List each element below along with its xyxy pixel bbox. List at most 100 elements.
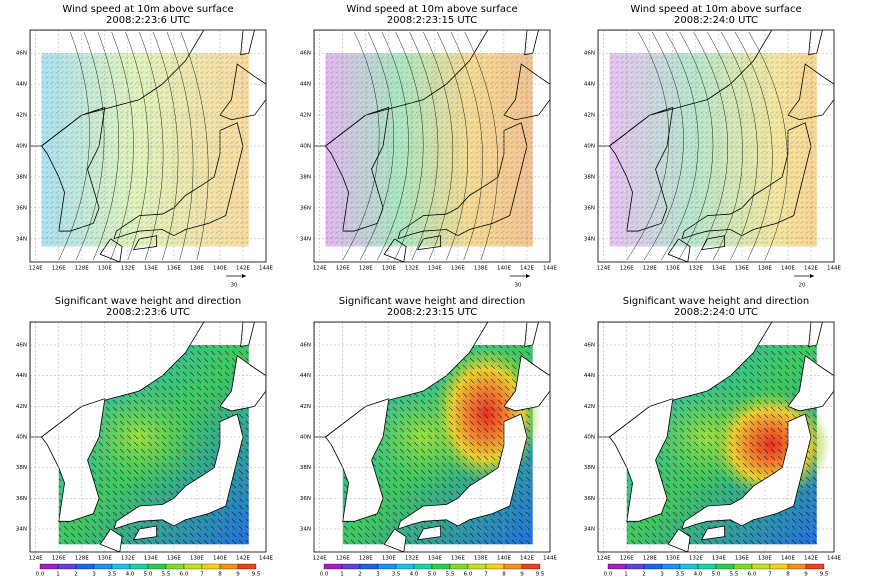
lon-tick-label: 130E: [666, 556, 680, 562]
lon-tick-label: 134E: [712, 556, 726, 562]
lon-tick-label: 138E: [474, 556, 488, 562]
field: [314, 322, 550, 552]
panel-title: Wind speed at 10m above surface: [346, 4, 517, 15]
lon-tick-label: 130E: [98, 556, 112, 562]
colorbar-segment: [805, 563, 825, 570]
lat-tick-label: 38N: [16, 174, 27, 180]
colorbar-label: 3: [376, 572, 380, 578]
panel-title: Significant wave height and direction: [339, 296, 525, 307]
colorbar-label: 6.0: [180, 572, 189, 578]
isobar: [166, 31, 194, 261]
lon-tick-label: 138E: [758, 266, 772, 272]
colorbar-label: 9.5: [820, 572, 829, 578]
lon-tick-label: 138E: [758, 556, 772, 562]
land: [397, 413, 528, 530]
coastline: [219, 63, 266, 121]
colorbar-label: 9: [520, 572, 524, 578]
lon-tick-label: 136E: [167, 266, 181, 272]
lat-tick-label: 38N: [584, 174, 595, 180]
panel-time: 2008:2:24:0 UTC: [674, 15, 758, 26]
land: [99, 528, 123, 552]
colorbar-label: 2: [358, 572, 362, 578]
isobar: [152, 31, 179, 261]
lon-tick-label: 140E: [213, 556, 227, 562]
lon-tick-label: 134E: [712, 266, 726, 272]
wave-panel: Significant wave height and direction200…: [300, 296, 558, 578]
colorbar-label: 6.0: [748, 572, 757, 578]
wind-panel: Wind speed at 10m above surface2008:2:23…: [300, 4, 558, 289]
lat-tick-label: 40N: [300, 144, 311, 150]
colorbar-label: 1: [340, 572, 344, 578]
colorbar-segment: [237, 563, 257, 570]
colorbar-label: 1: [56, 572, 60, 578]
lat-tick-label: 42N: [584, 404, 595, 410]
colorbar-label: 9: [236, 572, 240, 578]
isobar: [110, 31, 134, 261]
colorbar-segment: [467, 563, 487, 570]
map-frame: [29, 321, 267, 553]
colorbar-segment: [201, 563, 221, 570]
lon-tick-label: 124E: [313, 266, 327, 272]
panel-time: 2008:2:23:6 UTC: [106, 15, 190, 26]
lon-tick-label: 128E: [359, 556, 373, 562]
colorbar-segment: [413, 563, 433, 570]
panel-title: Significant wave height and direction: [623, 296, 809, 307]
lon-tick-label: 138E: [190, 266, 204, 272]
lat-tick-label: 42N: [16, 404, 27, 410]
colorbar-segment: [503, 563, 523, 570]
lon-tick-label: 140E: [497, 556, 511, 562]
lon-tick-label: 142E: [236, 266, 250, 272]
lon-tick-label: 136E: [167, 556, 181, 562]
lat-tick-label: 38N: [584, 465, 595, 471]
lat-tick-label: 34N: [584, 527, 595, 533]
colorbar-label: 2: [642, 572, 646, 578]
lat-tick-label: 40N: [584, 144, 595, 150]
colorbar-label: 4.0: [126, 572, 135, 578]
lon-tick-label: 144E: [827, 556, 841, 562]
lat-tick-label: 46N: [16, 51, 27, 57]
colorbar-segment: [219, 563, 239, 570]
lon-tick-label: 126E: [52, 266, 66, 272]
lon-tick-label: 128E: [75, 556, 89, 562]
land: [808, 322, 823, 348]
lon-tick-label: 124E: [29, 556, 43, 562]
lat-tick-label: 36N: [584, 205, 595, 211]
colorbar-label: 9.5: [252, 572, 261, 578]
map-frame: [29, 29, 267, 263]
lat-tick-label: 34N: [300, 236, 311, 242]
lat-tick-label: 44N: [300, 82, 311, 88]
colorbar-label: 6.0: [464, 572, 473, 578]
colorbar-segment: [697, 563, 717, 570]
lon-tick-label: 136E: [451, 556, 465, 562]
isobar: [58, 31, 90, 261]
lat-tick-label: 46N: [300, 51, 311, 57]
colorbar-segment: [39, 563, 59, 570]
colorbar-label: 0.0: [320, 572, 329, 578]
lon-tick-label: 132E: [689, 266, 703, 272]
colorbar-segment: [129, 563, 149, 570]
colorbar-label: 0.0: [604, 572, 613, 578]
lon-tick-label: 144E: [827, 266, 841, 272]
reference-label: 30: [515, 283, 522, 289]
isobar: [678, 31, 714, 261]
colorbar-segment: [377, 563, 397, 570]
colorbar-label: 9: [804, 572, 808, 578]
colorbar-segment: [359, 563, 379, 570]
land: [383, 528, 407, 552]
colorbar-segment: [147, 563, 167, 570]
lon-tick-label: 124E: [597, 266, 611, 272]
lon-tick-label: 144E: [259, 266, 273, 272]
lat-tick-label: 38N: [16, 465, 27, 471]
field: [598, 30, 834, 262]
coastline: [700, 235, 726, 251]
lat-tick-label: 34N: [300, 527, 311, 533]
wave-panel: Significant wave height and direction200…: [16, 296, 274, 578]
isobar: [359, 31, 395, 261]
wind-panel: Wind speed at 10m above surface2008:2:23…: [16, 4, 274, 289]
colorbar-segment: [485, 563, 505, 570]
colorbar-segment: [625, 563, 645, 570]
field: [598, 322, 834, 552]
colorbar-label: 4.0: [410, 572, 419, 578]
land: [681, 413, 812, 530]
colorbar-segment: [341, 563, 361, 570]
